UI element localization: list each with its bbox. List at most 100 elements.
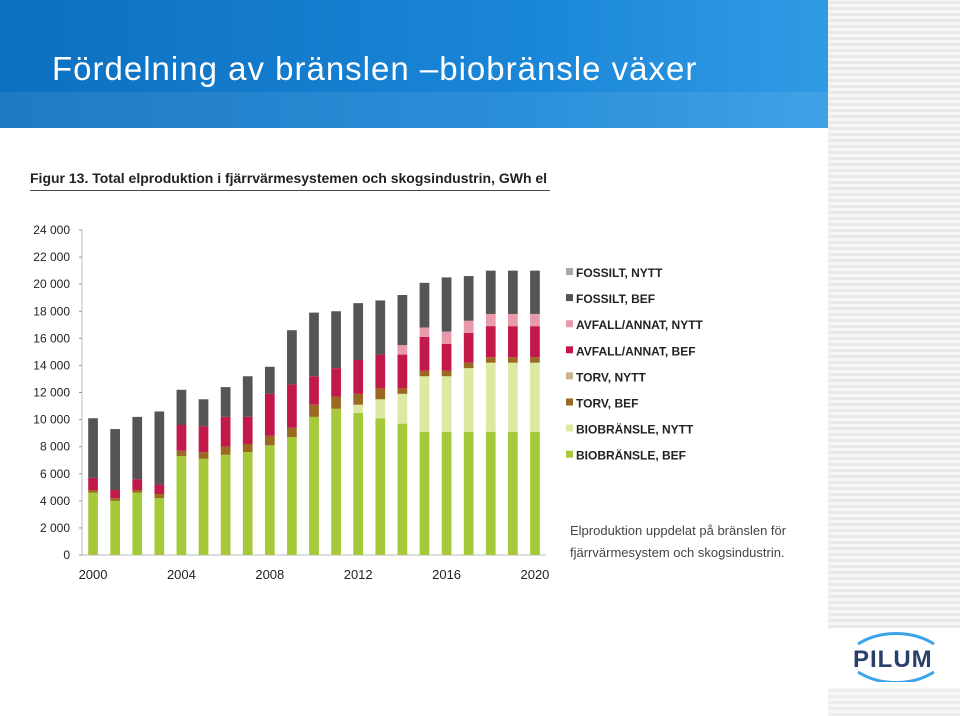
bar-segment bbox=[287, 384, 297, 428]
legend-label: BIOBRÄNSLE, BEF bbox=[576, 448, 686, 463]
bar-segment bbox=[287, 437, 297, 555]
bar-segment bbox=[287, 330, 297, 385]
bar-segment bbox=[88, 490, 98, 493]
bar-segment bbox=[220, 416, 231, 447]
y-tick-label: 24 000 bbox=[33, 223, 70, 237]
bar-segment bbox=[132, 479, 143, 490]
bar-segment bbox=[375, 388, 386, 400]
bar-segment bbox=[154, 484, 165, 495]
bar-segment bbox=[353, 393, 364, 405]
bar-segment bbox=[353, 412, 364, 555]
x-tick-label: 2016 bbox=[432, 567, 461, 582]
slide-header: Fördelning av bränslen –biobränsle växer bbox=[0, 0, 960, 128]
bar-segment bbox=[397, 354, 408, 389]
bar-segment bbox=[530, 357, 540, 363]
bar-segment bbox=[110, 429, 121, 490]
legend-swatch bbox=[566, 268, 573, 275]
legend-label: BIOBRÄNSLE, NYTT bbox=[576, 422, 694, 437]
y-tick-label: 0 bbox=[63, 548, 70, 562]
bar-segment bbox=[331, 408, 341, 555]
bar-segment bbox=[485, 362, 496, 432]
bar-segment bbox=[309, 416, 319, 555]
bar-segment bbox=[264, 435, 275, 446]
legend-label: FOSSILT, NYTT bbox=[576, 266, 663, 280]
bar-segment bbox=[331, 396, 341, 409]
legend-swatch bbox=[566, 294, 573, 302]
bar-segment bbox=[507, 431, 518, 555]
bar-segment bbox=[530, 326, 540, 358]
bar-segment bbox=[309, 376, 319, 405]
logo-text: PILUM bbox=[853, 646, 933, 673]
bar-segment bbox=[353, 404, 364, 413]
figure-title-rule bbox=[30, 190, 550, 191]
bar-segment bbox=[441, 376, 452, 432]
bar-segment bbox=[397, 345, 408, 355]
bar-segment bbox=[176, 456, 187, 555]
bar-segment bbox=[198, 452, 209, 459]
bar-segment bbox=[176, 425, 187, 451]
bar-segment bbox=[88, 418, 98, 478]
bar-segment bbox=[441, 431, 452, 555]
x-tick-label: 2000 bbox=[79, 567, 108, 582]
slide-title: Fördelning av bränslen –biobränsle växer bbox=[52, 50, 698, 87]
side-panel-bottom bbox=[828, 688, 960, 716]
bar-segment bbox=[375, 354, 386, 389]
bar-segment bbox=[198, 399, 209, 427]
bar-segment bbox=[287, 427, 297, 438]
bar-segment bbox=[132, 492, 143, 555]
bar-segment bbox=[375, 418, 386, 555]
x-tick-label: 2008 bbox=[255, 567, 284, 582]
y-tick-label: 10 000 bbox=[33, 413, 70, 427]
y-tick-label: 14 000 bbox=[33, 358, 70, 372]
legend-swatch bbox=[566, 346, 573, 354]
x-tick-label: 2012 bbox=[344, 567, 373, 582]
bar-segment bbox=[375, 399, 386, 419]
bar-segment bbox=[419, 336, 430, 371]
bar-segment bbox=[132, 416, 143, 480]
bar-segment bbox=[110, 500, 121, 555]
bar-segment bbox=[507, 270, 518, 314]
bar-segment bbox=[463, 431, 474, 555]
x-tick-label: 2020 bbox=[520, 567, 549, 582]
bar-segment bbox=[463, 320, 474, 333]
y-tick-label: 4 000 bbox=[40, 494, 70, 508]
bar-segment bbox=[485, 326, 496, 358]
figure-title: Figur 13. Total elproduktion i fjärrvärm… bbox=[30, 170, 548, 186]
bar-segment bbox=[176, 450, 187, 457]
legend-label: TORV, BEF bbox=[576, 397, 638, 411]
bar-segment bbox=[198, 458, 209, 555]
legend-label: AVFALL/ANNAT, BEF bbox=[576, 344, 696, 358]
bar-segment bbox=[154, 411, 165, 485]
y-tick-label: 2 000 bbox=[40, 521, 70, 535]
bar-segment bbox=[397, 295, 408, 346]
bar-segment bbox=[485, 431, 496, 555]
bar-segment bbox=[309, 404, 319, 417]
bar-segment bbox=[419, 431, 430, 555]
bar-segment bbox=[331, 311, 341, 369]
bar-segment bbox=[88, 477, 98, 490]
bar-segment bbox=[530, 270, 540, 314]
bar-segment bbox=[530, 431, 540, 555]
bar-segment bbox=[110, 498, 121, 501]
bar-segment bbox=[220, 446, 231, 455]
pilum-logo-icon bbox=[857, 632, 935, 682]
bar-segment bbox=[331, 368, 341, 397]
bar-segment bbox=[507, 362, 518, 432]
legend-label: TORV, NYTT bbox=[576, 370, 646, 384]
bar-segment bbox=[463, 276, 474, 321]
legend-swatch bbox=[566, 320, 573, 328]
bar-segment bbox=[242, 416, 253, 444]
bar-segment bbox=[507, 357, 518, 363]
legend-label: FOSSILT, BEF bbox=[576, 292, 655, 306]
bar-segment bbox=[397, 393, 408, 424]
y-tick-label: 6 000 bbox=[40, 467, 70, 481]
y-tick-label: 16 000 bbox=[33, 331, 70, 345]
bar-segment bbox=[154, 494, 165, 499]
bar-segment bbox=[220, 454, 231, 555]
side-panel bbox=[828, 0, 960, 628]
bar-segment bbox=[309, 312, 319, 377]
bar-segment bbox=[353, 303, 364, 360]
bar-segment bbox=[154, 498, 165, 555]
bar-segment bbox=[88, 492, 98, 555]
